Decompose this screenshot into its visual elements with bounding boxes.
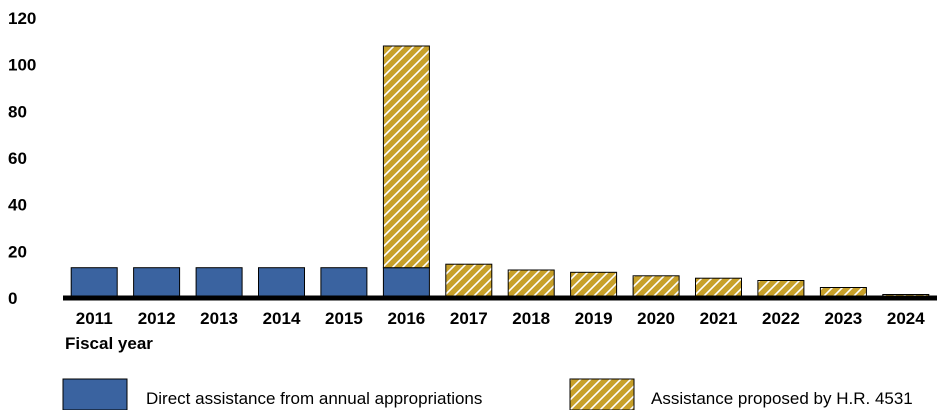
- x-tick-label-2012: 2012: [138, 309, 176, 328]
- x-tick-label-2022: 2022: [762, 309, 800, 328]
- x-tick-label-2011: 2011: [76, 309, 113, 328]
- bar-direct-2012: [133, 267, 181, 299]
- bar-proposed-2018: [507, 269, 555, 299]
- bar-proposed-2022: [757, 280, 805, 299]
- x-tick-label-2023: 2023: [824, 309, 862, 328]
- legend: Direct assistance from annual appropriat…: [62, 378, 913, 410]
- legend-swatch-direct: [62, 378, 128, 410]
- y-tick-label: 0: [8, 289, 17, 308]
- x-tick-label-2016: 2016: [387, 309, 425, 328]
- x-axis-label: Fiscal year: [65, 334, 153, 353]
- bar-proposed-2017: [445, 263, 493, 299]
- legend-label-proposed: Assistance proposed by H.R. 4531: [651, 389, 913, 408]
- x-tick-label-2018: 2018: [512, 309, 550, 328]
- bar-direct-2011: [70, 267, 118, 299]
- y-tick-label: 60: [8, 149, 27, 168]
- y-tick-label: 80: [8, 102, 27, 121]
- x-tick-label-2020: 2020: [637, 309, 675, 328]
- bar-proposed-2021: [695, 277, 742, 299]
- bar-direct-2013: [195, 267, 243, 299]
- bar-proposed-2016: [382, 45, 430, 269]
- x-tick-label-2014: 2014: [263, 309, 301, 328]
- legend-label-direct: Direct assistance from annual appropriat…: [146, 389, 482, 408]
- x-tick-label-2017: 2017: [450, 309, 488, 328]
- bar-proposed-2020: [632, 275, 680, 299]
- bar-direct-2014: [258, 267, 305, 299]
- x-tick-label-2021: 2021: [700, 309, 738, 328]
- x-tick-label-2013: 2013: [200, 309, 238, 328]
- y-tick-label: 100: [8, 56, 36, 75]
- y-tick-label: 40: [8, 196, 27, 215]
- bars: [70, 45, 930, 299]
- legend-swatch-proposed: [569, 378, 635, 410]
- x-tick-label-2015: 2015: [325, 309, 363, 328]
- y-tick-label: 20: [8, 242, 27, 261]
- bar-proposed-2019: [570, 271, 618, 299]
- y-tick-label: 120: [8, 9, 36, 28]
- y-axis-ticks: 0 20 40 60 80 100 120: [8, 9, 36, 308]
- x-tick-label-2019: 2019: [575, 309, 613, 328]
- bar-direct-2016: [382, 267, 430, 299]
- x-axis-ticks: 2011 2012 2013 2014 2015 2016 2017 2018 2019 2020…: [76, 309, 925, 328]
- x-tick-label-2024: 2024: [887, 309, 925, 328]
- bar-direct-2015: [320, 267, 368, 299]
